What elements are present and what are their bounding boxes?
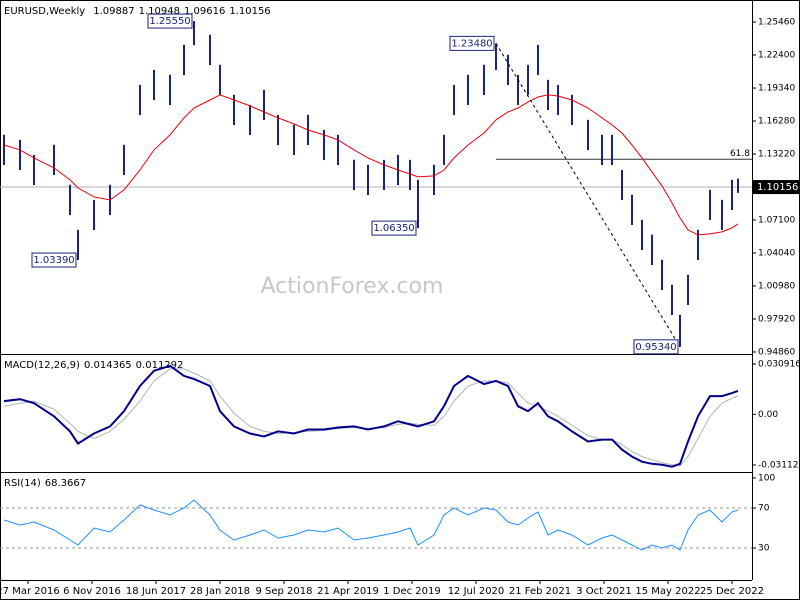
y-tick-label: 0.97920 [758, 315, 795, 325]
price-annotation-box [147, 13, 193, 29]
rsi-value: 68.3667 [45, 478, 86, 489]
y-tick-label: 0.94860 [758, 348, 795, 358]
last-price-box [753, 180, 800, 195]
y-tick-label: 100 [758, 474, 775, 484]
symbol-title: EURUSD,Weekly [4, 6, 85, 17]
indicator-line [3, 368, 739, 467]
x-tick-label: 18 Jun 2017 [126, 586, 186, 597]
macd-title: MACD(12,26,9) [4, 360, 80, 371]
y-tick-label: 1.04040 [758, 249, 795, 259]
x-tick-label: 21 Apr 2019 [317, 586, 379, 597]
rsi-title: RSI(14) [4, 478, 41, 489]
y-tick-label: 0.030916 [758, 359, 800, 369]
price-annotation: 1.03390 [33, 255, 74, 266]
price-annotation-box [31, 252, 77, 268]
price-annotation: 1.25550 [149, 16, 190, 27]
y-tick-label: 70 [758, 504, 770, 514]
price-annotation: 0.95340 [635, 342, 676, 353]
y-tick-label: 1.19340 [758, 84, 795, 94]
macd-header: MACD(12,26,9) 0.014365 0.011292 [4, 360, 183, 371]
ohlc-open: 1.09887 [93, 6, 134, 17]
signal-value: 0.011292 [136, 360, 184, 371]
rsi-header: RSI(14) 68.3667 [4, 478, 86, 489]
x-tick-label: 9 Sep 2018 [255, 586, 312, 597]
x-tick-label: 25 Dec 2022 [700, 586, 764, 597]
price-header: EURUSD,Weekly 1.09887 1.10948 1.09616 1.1015… [4, 6, 271, 17]
price-annotation-box [371, 220, 417, 236]
y-tick-label: 1.07100 [758, 216, 795, 226]
price-annotation: 1.23480 [451, 38, 492, 49]
y-tick-label: 1.22400 [758, 51, 795, 61]
price-annotation: 1.06350 [373, 223, 414, 234]
x-tick-label: 15 May 2022 [635, 586, 700, 597]
y-tick-label: 1.25460 [758, 18, 795, 28]
x-tick-label: 3 Oct 2021 [576, 586, 631, 597]
x-tick-label: 21 Feb 2021 [509, 586, 571, 597]
y-tick-label: 30 [758, 544, 770, 554]
indicator-line [3, 499, 739, 551]
indicator-line [3, 364, 739, 468]
watermark: ActionForex.com [261, 274, 444, 299]
ohlc-close: 1.10156 [229, 6, 270, 17]
x-tick-label: 28 Jan 2018 [190, 586, 250, 597]
ohlc-high: 1.10948 [139, 6, 180, 17]
x-tick-label: 1 Dec 2019 [383, 586, 441, 597]
ohlc-low: 1.09616 [184, 6, 225, 17]
last-price-label: 1.10156 [757, 182, 798, 193]
y-tick-label: -0.031124 [758, 460, 800, 470]
price-annotation-box [633, 339, 679, 355]
x-tick-label: 27 Mar 2016 [0, 586, 60, 597]
fib-label: 61.8 [730, 149, 750, 159]
moving-average [3, 94, 739, 236]
price-annotation-box [449, 35, 495, 51]
y-tick-label: 1.00980 [758, 282, 795, 292]
y-tick-label: 1.13220 [758, 150, 795, 160]
y-tick-label: 1.16280 [758, 117, 795, 127]
y-tick-label: 0.00 [758, 410, 778, 420]
x-tick-label: 6 Nov 2016 [63, 586, 121, 597]
x-tick-label: 12 Jul 2020 [448, 586, 505, 597]
trendline [495, 43, 681, 348]
macd-value: 0.014365 [84, 360, 132, 371]
